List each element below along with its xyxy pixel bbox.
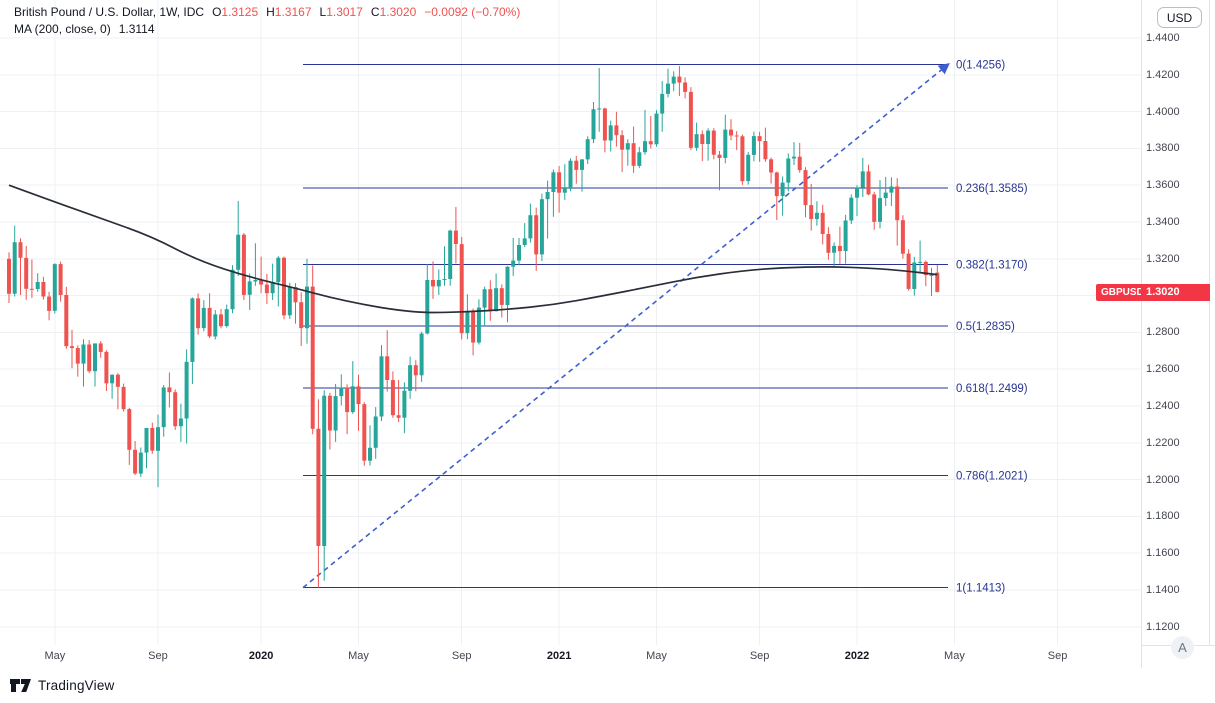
legend-symbol-row: British Pound / U.S. Dollar, 1W, IDC O1.3… <box>14 4 520 21</box>
symbol-price-flag: GBPUSD <box>1096 284 1149 301</box>
ma-value: 1.3114 <box>118 22 155 36</box>
auto-scale-button[interactable]: A <box>1171 636 1194 659</box>
high-value: 1.3167 <box>274 5 312 19</box>
price-axis-separator <box>1141 0 1142 668</box>
close-value: 1.3020 <box>379 5 417 19</box>
time-axis-month-label: May <box>44 650 66 662</box>
ma200-line <box>8 184 938 314</box>
price-axis-label: 1.1200 <box>1146 620 1180 633</box>
currency-unit-button[interactable]: USD <box>1157 7 1202 28</box>
time-axis-year-label: 2022 <box>844 650 870 662</box>
time-axis-month-label: Sep <box>451 650 472 662</box>
time-axis-month-label: Sep <box>749 650 770 662</box>
price-axis-label: 1.1800 <box>1146 510 1180 523</box>
tradingview-logo-icon <box>10 679 31 692</box>
legend-ma-row: MA (200, close, 0) 1.3114 <box>14 21 520 38</box>
time-axis-year-label: 2021 <box>546 650 572 662</box>
time-axis-month-label: Sep <box>148 650 168 662</box>
price-axis-label: 1.1400 <box>1146 584 1180 596</box>
price-axis-label: 1.2400 <box>1146 400 1180 412</box>
open-value: 1.3125 <box>221 5 259 19</box>
candles-layer <box>7 66 940 588</box>
time-axis-month-label: May <box>646 650 667 662</box>
low-value: 1.3017 <box>326 5 363 19</box>
price-axis-label: 1.4000 <box>1146 105 1180 118</box>
fib-label: 1(1.1413) <box>956 583 1005 595</box>
open-label: O <box>212 5 222 19</box>
price-axis-label: 1.4400 <box>1146 32 1180 44</box>
tradingview-logo-text: TradingView <box>38 677 115 693</box>
time-axis-month-label: May <box>944 650 965 662</box>
price-axis-label: 1.1600 <box>1146 547 1180 560</box>
low-label: L <box>319 5 327 19</box>
time-axis-month-label: Sep <box>1047 650 1068 662</box>
price-axis-label: 1.3200 <box>1146 252 1180 265</box>
fib-label: 0.5(1.2835) <box>956 321 1015 333</box>
horizontal-gridlines <box>0 37 1141 628</box>
candlestick-chart[interactable]: 0(1.4256) 0.236(1.3585) 0.382(1.3170) 0.5(1… <box>0 0 1141 645</box>
close-label: C <box>370 5 380 19</box>
time-axis-month-label: May <box>348 650 369 662</box>
fib-retracement: 0(1.4256) 0.236(1.3585) 0.382(1.3170) 0.5(1… <box>303 60 1028 595</box>
fib-label: 0.786(1.2021) <box>956 471 1028 483</box>
price-axis-label: 1.2200 <box>1146 436 1180 449</box>
high-label: H <box>266 5 275 19</box>
time-axis[interactable]: May Sep 2020 May Sep 2021 May Sep 2022 May Sep <box>0 645 1141 668</box>
price-axis-label: 1.3400 <box>1146 216 1180 228</box>
price-axis-label: 1.2600 <box>1146 363 1180 376</box>
trendline <box>302 62 950 589</box>
price-axis-label: 1.2800 <box>1146 326 1180 339</box>
fib-label: 0.236(1.3585) <box>956 183 1028 195</box>
ma-label: MA (200, close, 0) <box>14 22 111 36</box>
chart-legend: British Pound / U.S. Dollar, 1W, IDC O1.3… <box>14 4 520 38</box>
price-axis[interactable]: USD 1.4400 1.4200 1.4000 1.3800 1.3600 1.3400… <box>1141 0 1215 645</box>
time-axis-year-label: 2020 <box>248 650 274 662</box>
price-axis-label: 1.3600 <box>1146 179 1180 192</box>
price-pane[interactable]: 0(1.4256) 0.236(1.3585) 0.382(1.3170) 0.5(1… <box>0 0 1141 645</box>
pane-right-border <box>1209 0 1210 645</box>
last-price-tag: 1.3020 <box>1141 284 1210 301</box>
price-axis-label: 1.3800 <box>1146 142 1180 155</box>
fib-label: 0.382(1.3170) <box>956 259 1028 271</box>
fib-label: 0(1.4256) <box>956 60 1005 72</box>
price-axis-label: 1.4200 <box>1146 68 1180 81</box>
fib-label: 0.618(1.2499) <box>956 383 1028 395</box>
footer: TradingView <box>0 668 1215 703</box>
change-value: −0.0092 (−0.70%) <box>424 5 521 19</box>
symbol-title: British Pound / U.S. Dollar, 1W, IDC <box>14 5 205 19</box>
tradingview-logo[interactable]: TradingView <box>10 676 115 694</box>
price-axis-label: 1.2000 <box>1146 473 1180 486</box>
